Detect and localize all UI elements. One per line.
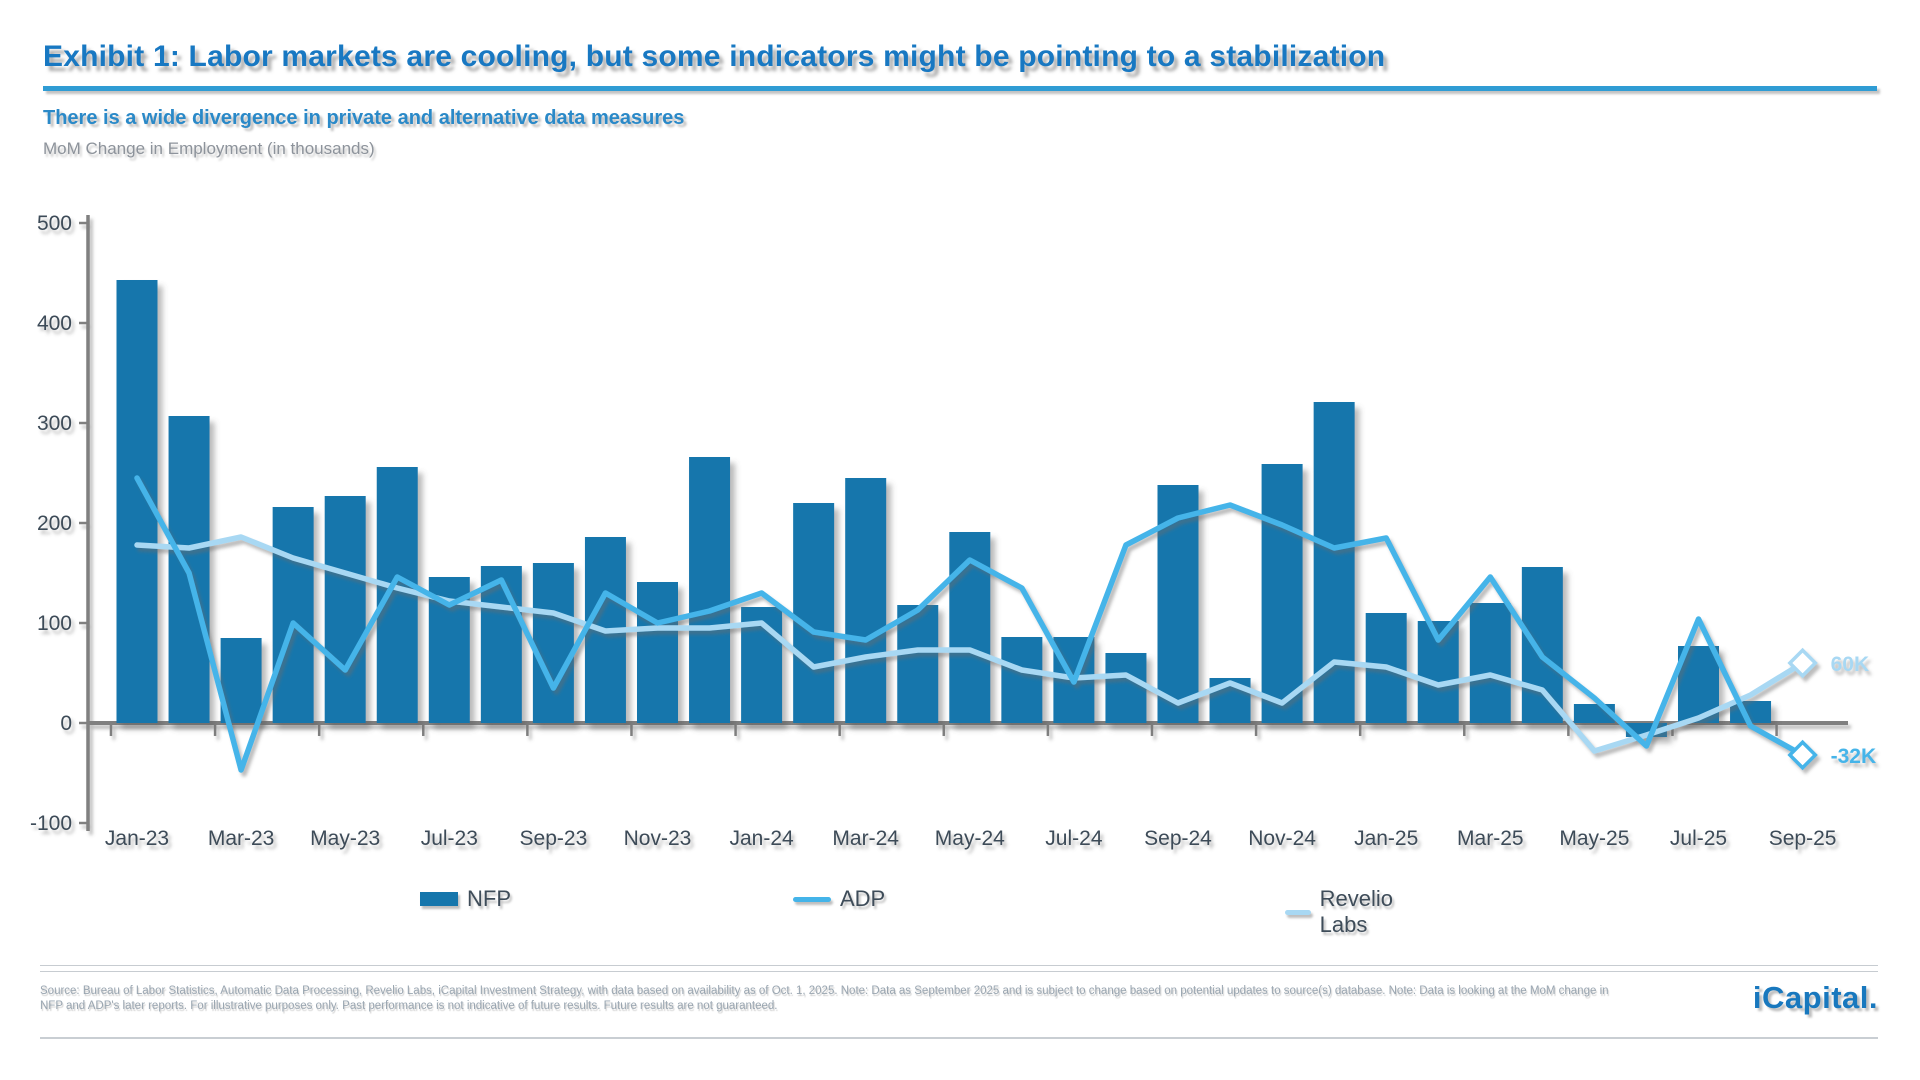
nfp-bar (272, 507, 314, 723)
title-underline-rule (43, 86, 1877, 91)
nfp-bar (949, 532, 991, 723)
page-title: Exhibit 1: Labor markets are cooling, bu… (43, 40, 1386, 73)
nfp-bar (324, 496, 366, 723)
endpoint-diamond-icon (1787, 647, 1818, 679)
y-tick-label: 400 (37, 312, 72, 335)
x-tick-label: Sep-23 (520, 827, 588, 850)
nfp-bar-swatch-icon (420, 892, 458, 906)
endpoint-diamond-icon (1787, 739, 1818, 771)
x-tick-label: Sep-24 (1144, 827, 1212, 850)
legend-item-adp: ADP (793, 886, 885, 912)
nfp-bar (793, 503, 835, 723)
legend-item-revelio: Revelio Labs (1285, 886, 1405, 938)
trend-lines: -32K 60K (134, 475, 1877, 773)
nfp-bars (116, 280, 1772, 737)
footer-divider-top-2 (40, 971, 1878, 972)
revelio-line-swatch-icon (1285, 909, 1311, 915)
y-tick-label: 500 (37, 212, 72, 235)
employment-chart: 500 400 300 200 100 0 -100 Jan-23 Mar-23 May-23 Ju… (0, 173, 1920, 873)
y-axis-title: MoM Change in Employment (in thousands) (43, 139, 375, 158)
nfp-bar (845, 478, 887, 723)
y-tick-label: -100 (30, 812, 72, 835)
y-tick-label: 200 (37, 512, 72, 535)
adp-line (134, 475, 1806, 773)
source-note-line1: Source: Bureau of Labor Statistics, Auto… (40, 985, 1609, 997)
nfp-bar (480, 566, 522, 723)
legend-item-nfp: NFP (420, 886, 511, 912)
endpoint-value-label: -32K (1831, 745, 1877, 768)
x-tick-label: May-25 (1559, 827, 1629, 850)
nfp-bar (532, 563, 574, 723)
footer-divider-top-1 (40, 965, 1878, 966)
x-tick-label: May-23 (310, 827, 380, 850)
source-note: Source: Bureau of Labor Statistics, Auto… (40, 984, 1609, 1014)
chart-subtitle: There is a wide divergence in private an… (43, 107, 685, 129)
x-tick-label: May-24 (935, 827, 1005, 850)
x-tick-label: Nov-24 (1248, 827, 1316, 850)
axis-labels: 500 400 300 200 100 0 -100 Jan-23 Mar-23 May-23 Ju… (30, 212, 1836, 850)
icapital-logo: iCapital. (1752, 980, 1878, 1015)
nfp-bar (1105, 653, 1147, 723)
nfp-bar (1469, 603, 1511, 723)
nfp-bar (637, 582, 678, 723)
legend-label-nfp: NFP (467, 886, 511, 911)
x-tick-label: Jul-25 (1670, 827, 1727, 850)
nfp-bar (1521, 567, 1563, 723)
nfp-bar (897, 605, 939, 723)
x-tick-label: Jul-23 (421, 827, 478, 850)
adp-line-swatch-icon (793, 896, 831, 902)
x-tick-label: Mar-25 (1457, 827, 1524, 850)
x-tick-label: Jul-24 (1045, 827, 1103, 850)
legend-label-revelio: Revelio Labs (1319, 886, 1393, 937)
nfp-bar (376, 467, 418, 723)
y-tick-label: 300 (37, 412, 72, 435)
legend-label-adp: ADP (840, 886, 886, 911)
y-tick-label: 0 (60, 712, 72, 735)
revelio-labs-line (134, 534, 1806, 754)
x-tick-label: Mar-23 (208, 827, 275, 850)
nfp-bar (689, 457, 731, 723)
nfp-bar (1261, 464, 1303, 723)
x-tick-label: Jan-24 (729, 827, 794, 850)
source-note-line2: NFP and ADP's later reports. For illustr… (40, 1000, 778, 1012)
y-tick-label: 100 (37, 612, 72, 635)
endpoint-value-label: 60K (1831, 653, 1870, 676)
x-tick-label: Sep-25 (1769, 827, 1837, 850)
x-tick-label: Nov-23 (624, 827, 692, 850)
x-tick-label: Mar-24 (832, 827, 899, 850)
x-tick-label: Jan-25 (1354, 827, 1418, 850)
nfp-bar (1001, 637, 1043, 723)
footer-divider-bottom (40, 1037, 1878, 1039)
x-tick-label: Jan-23 (105, 827, 169, 850)
chart-canvas: 500 400 300 200 100 0 -100 Jan-23 Mar-23 May-23 Ju… (30, 212, 1877, 850)
